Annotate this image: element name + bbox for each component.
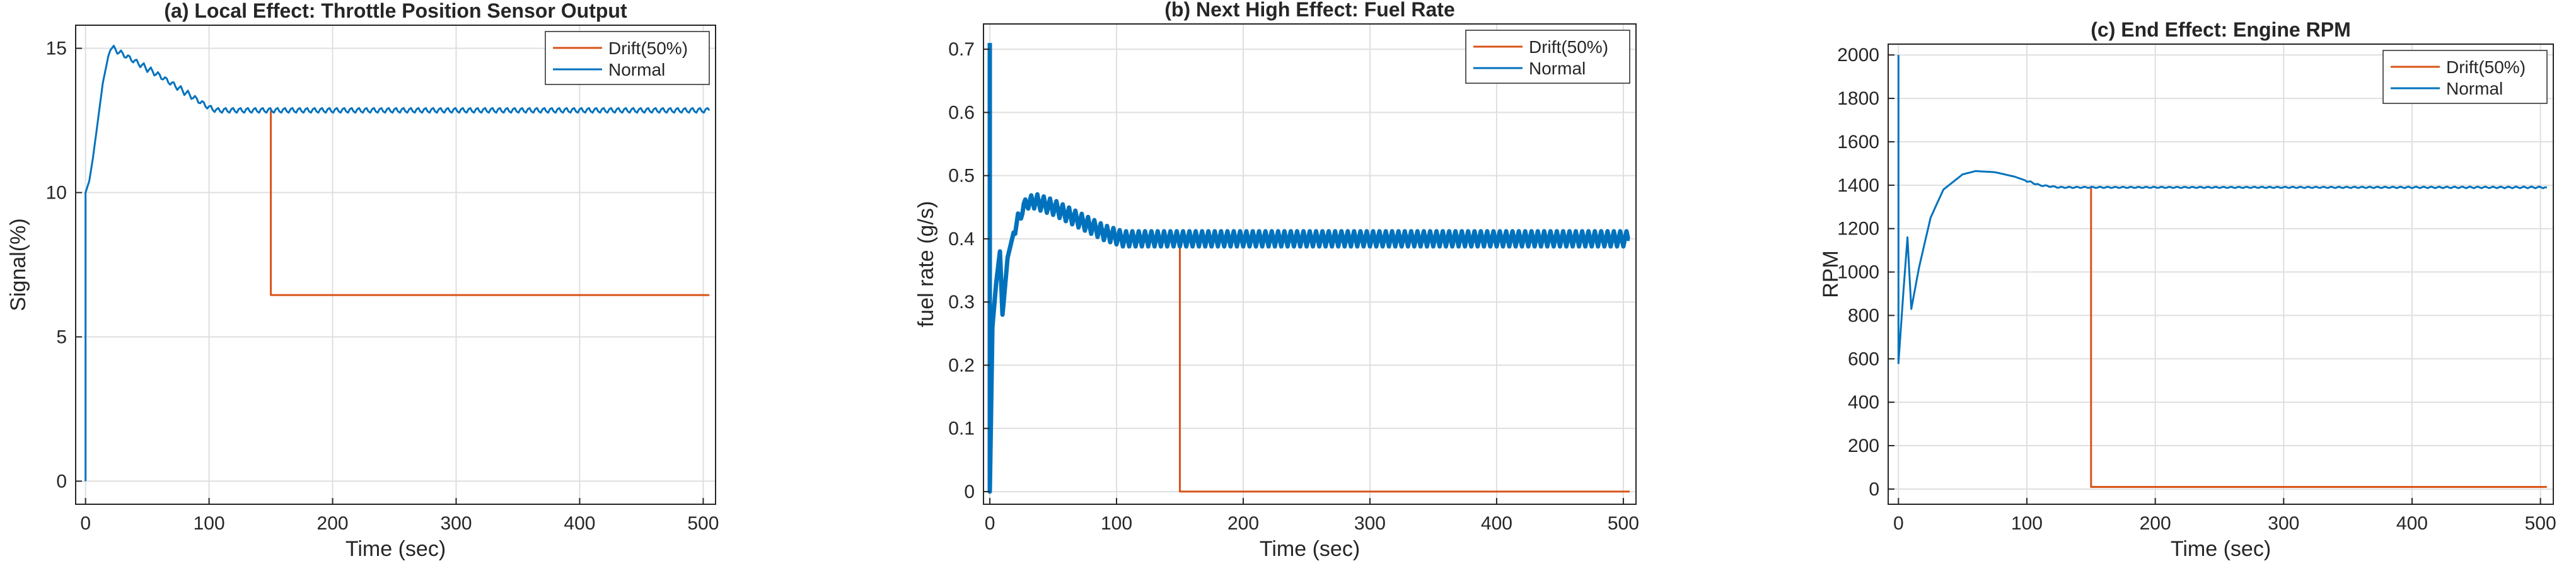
legend-label: Normal: [608, 60, 665, 79]
x-tick-label: 100: [1101, 513, 1132, 534]
y-tick-label: 0: [964, 482, 975, 502]
legend-box: [2382, 50, 2548, 104]
axes-box: [75, 25, 716, 505]
series-line-drift-50-: [270, 110, 710, 296]
series-line-normal: [84, 45, 711, 482]
plot-area: [1897, 55, 2547, 488]
y-tick-label: 10: [46, 183, 67, 204]
x-tick-label: 400: [1481, 513, 1512, 534]
legend: Drift(50%) Normal: [1465, 30, 1630, 84]
chart-title: (b) Next High Effect: Fuel Rate: [1164, 0, 1454, 21]
y-tick-label: 1800: [1837, 88, 1879, 109]
y-tick-label: 1200: [1837, 219, 1879, 240]
series-line-drift-50-: [2090, 187, 2547, 488]
series-line-drift-50-: [1179, 238, 1630, 493]
x-tick-label: 300: [1354, 513, 1386, 534]
x-tick-label: 400: [564, 513, 595, 534]
axes-box: [1888, 43, 2554, 505]
x-axis-label: Time (sec): [1260, 537, 1360, 561]
chart-panel-1: 0 100 200 300 400 500 0 0.1 0.2 0.3 0.4 0.5 0.6 0.7 (b…: [914, 0, 1639, 561]
x-tick-label: 500: [1608, 513, 1639, 534]
y-tick-label: 1000: [1837, 262, 1879, 283]
y-tick-label: 0: [56, 471, 67, 492]
series-line-normal: [987, 43, 1630, 494]
plot-area: [84, 45, 711, 482]
chart-title: (c) End Effect: Engine RPM: [2091, 18, 2350, 41]
y-tick-label: 2000: [1837, 45, 1879, 66]
legend: Drift(50%) Normal: [545, 31, 710, 85]
legend-label: Drift(50%): [1529, 37, 1608, 57]
legend-label: Normal: [1529, 59, 1586, 78]
plot-area: [987, 43, 1630, 494]
chart-panel-0: 0 100 200 300 400 500 0 5 10 15 (a) Local Effect: …: [6, 0, 719, 561]
y-tick-label: 0.2: [948, 355, 975, 376]
y-tick-label: 1400: [1837, 175, 1879, 196]
y-tick-label: 200: [1848, 436, 1879, 456]
legend-label: Drift(50%): [2446, 57, 2526, 77]
x-tick-label: 100: [194, 513, 225, 534]
y-tick-label: 15: [46, 38, 67, 59]
legend: Drift(50%) Normal: [2382, 50, 2548, 104]
y-axis-label: fuel rate (g/s): [914, 201, 938, 327]
series-line-normal: [1897, 55, 2547, 364]
y-tick-label: 5: [56, 327, 67, 347]
x-tick-label: 0: [1893, 513, 1904, 534]
x-tick-label: 200: [1227, 513, 1259, 534]
x-tick-label: 200: [317, 513, 349, 534]
axes-box: [983, 23, 1637, 505]
y-tick-label: 0.1: [948, 419, 975, 439]
y-tick-label: 0: [1869, 479, 1879, 500]
x-tick-label: 100: [2011, 513, 2043, 534]
x-tick-label: 300: [440, 513, 472, 534]
x-tick-label: 500: [687, 513, 719, 534]
y-tick-label: 0.5: [948, 166, 975, 187]
chart-title: (a) Local Effect: Throttle Position Sens…: [164, 0, 627, 22]
x-tick-label: 500: [2525, 513, 2556, 534]
x-tick-label: 0: [80, 513, 91, 534]
legend-box: [1465, 30, 1630, 84]
x-tick-label: 400: [2396, 513, 2428, 534]
x-tick-label: 200: [2140, 513, 2171, 534]
legend-label: Normal: [2446, 79, 2503, 98]
x-tick-label: 300: [2268, 513, 2299, 534]
y-tick-label: 0.6: [948, 102, 975, 123]
legend-label: Drift(50%): [608, 38, 688, 58]
legend-box: [545, 31, 710, 85]
x-axis-label: Time (sec): [345, 537, 446, 561]
y-tick-label: 0.4: [948, 229, 975, 250]
y-tick-label: 600: [1848, 349, 1879, 369]
chart-panel-2: 0 100 200 300 400 500 0 200 400 600 800 1000 1200 140…: [1819, 18, 2556, 561]
y-tick-label: 400: [1848, 392, 1879, 413]
y-axis-label: RPM: [1819, 250, 1843, 298]
y-axis-label: Signal(%): [6, 218, 30, 311]
y-tick-label: 0.3: [948, 292, 975, 313]
y-tick-label: 800: [1848, 305, 1879, 326]
x-axis-label: Time (sec): [2171, 537, 2271, 561]
y-tick-label: 1600: [1837, 132, 1879, 153]
x-tick-label: 0: [985, 513, 995, 534]
y-tick-label: 0.7: [948, 39, 975, 60]
